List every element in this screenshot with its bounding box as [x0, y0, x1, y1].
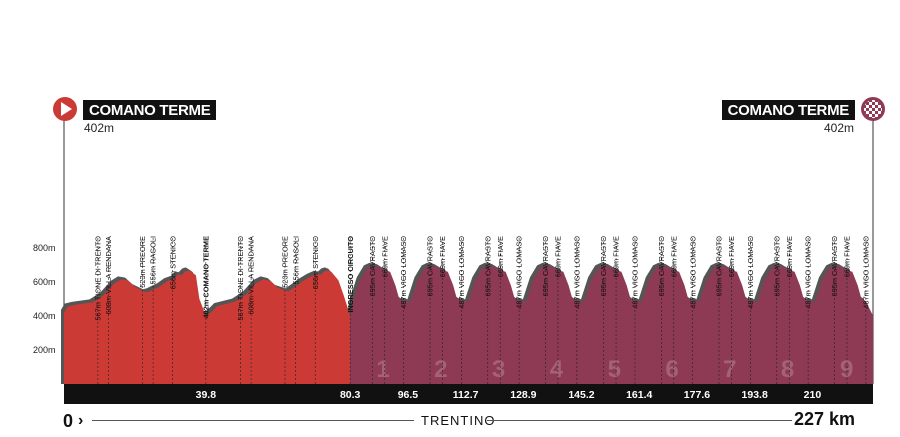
y-tick-label: 400m — [33, 311, 56, 321]
marker-label: 556m RAGOLI — [149, 236, 158, 284]
lap-number: 8 — [781, 356, 794, 383]
marker-label: 669m FIAVE — [496, 236, 505, 277]
region-label: TRENTINO — [421, 413, 496, 428]
marker-label: 487m VIGO LOMASO — [746, 236, 755, 309]
km-label: 161.4 — [626, 389, 652, 401]
profile-circuit — [350, 265, 873, 384]
km-band — [64, 384, 873, 404]
bottom-line-left — [92, 420, 414, 421]
marker-label: 695m CAVRASTO — [830, 236, 839, 297]
finish-altitude: 402m — [823, 121, 854, 135]
marker-label: 656m STENICO — [168, 236, 177, 290]
marker-label: 695m CAVRASTO — [657, 236, 666, 297]
marker-label: 487m VIGO LOMASO — [399, 236, 408, 309]
km-label: 80.3 — [340, 389, 361, 401]
total-distance: 227 km — [794, 409, 856, 429]
lap-number: 3 — [492, 356, 505, 383]
marker-label: 487m VIGO LOMASO — [688, 236, 697, 309]
start-km: 0 — [63, 411, 74, 431]
y-tick-label: 200m — [33, 345, 56, 355]
marker-label: 487m VIGO LOMASO — [631, 236, 640, 309]
marker-label: 523m PREORE — [281, 236, 290, 288]
arrow-right-icon: › — [78, 412, 84, 429]
marker-label: 695m CAVRASTO — [772, 236, 781, 297]
marker-label: 669m FIAVE — [727, 236, 736, 277]
marker-label: 695m CAVRASTO — [426, 236, 435, 297]
marker-label: 487m VIGO LOMASO — [457, 236, 466, 309]
marker-label: 487m VIGO LOMASO — [804, 236, 813, 309]
marker-label: 695m CAVRASTO — [483, 236, 492, 297]
marker-label: 487m VIGO LOMASO — [515, 236, 524, 309]
km-label: 177.6 — [684, 389, 710, 401]
lap-number: 9 — [840, 356, 853, 383]
marker-label: 608m VILLA RENDANA — [104, 236, 113, 315]
km-label: 145.2 — [568, 389, 594, 401]
profile-outer-loop — [64, 270, 351, 384]
start-name: COMANO TERME — [83, 100, 217, 120]
marker-label: 656m STENICO — [311, 236, 320, 290]
marker-label: 669m FIAVE — [380, 236, 389, 277]
marker-label: 487m VIGO LOMASO — [572, 236, 581, 309]
lap-number: 6 — [665, 356, 678, 383]
y-tick-label: 800m — [33, 243, 56, 253]
marker-label: 669m FIAVE — [554, 236, 563, 277]
km-label: 128.9 — [510, 389, 536, 401]
marker-label: 669m FIAVE — [785, 236, 794, 277]
marker-label: 669m FIAVE — [612, 236, 621, 277]
marker-label: 695m CAVRASTO — [715, 236, 724, 297]
marker-label: INGRESSO CIRCUITO — [346, 236, 355, 313]
marker-label: 567m TIONE DI TRENTO — [236, 236, 245, 321]
marker-label: 669m FIAVE — [843, 236, 852, 277]
marker-label: 669m FIAVE — [438, 236, 447, 277]
km-label: 112.7 — [453, 389, 479, 401]
lap-number: 4 — [550, 356, 564, 383]
km-label: 39.8 — [196, 389, 217, 401]
y-tick-label: 600m — [33, 277, 56, 287]
marker-label: 523m PREORE — [138, 236, 147, 288]
finish-name: COMANO TERME — [721, 100, 855, 120]
bottom-line-right — [487, 420, 792, 421]
finish-flag-icon — [861, 97, 885, 121]
lap-number: 1 — [376, 356, 389, 383]
marker-label: 567m TIONE DI TRENTO — [93, 236, 102, 321]
marker-label: 487m VIGO LOMASO — [861, 236, 870, 309]
start-altitude: 402m — [84, 121, 115, 135]
marker-label: 695m CAVRASTO — [599, 236, 608, 297]
lap-number: 7 — [723, 356, 736, 383]
marker-label: 556m RAGOLI — [291, 236, 300, 284]
marker-label: 695m CAVRASTO — [368, 236, 377, 297]
marker-label: 695m CAVRASTO — [541, 236, 550, 297]
start-icon — [53, 97, 77, 121]
marker-label: 402m COMANO TERME — [201, 236, 210, 319]
km-label: 210 — [804, 389, 822, 401]
km-label: 96.5 — [398, 389, 419, 401]
marker-label: 669m FIAVE — [669, 236, 678, 277]
marker-label: 608m VILLA RENDANA — [247, 236, 256, 315]
lap-number: 2 — [434, 356, 447, 383]
km-label: 193.8 — [742, 389, 768, 401]
lap-number: 5 — [608, 356, 621, 383]
